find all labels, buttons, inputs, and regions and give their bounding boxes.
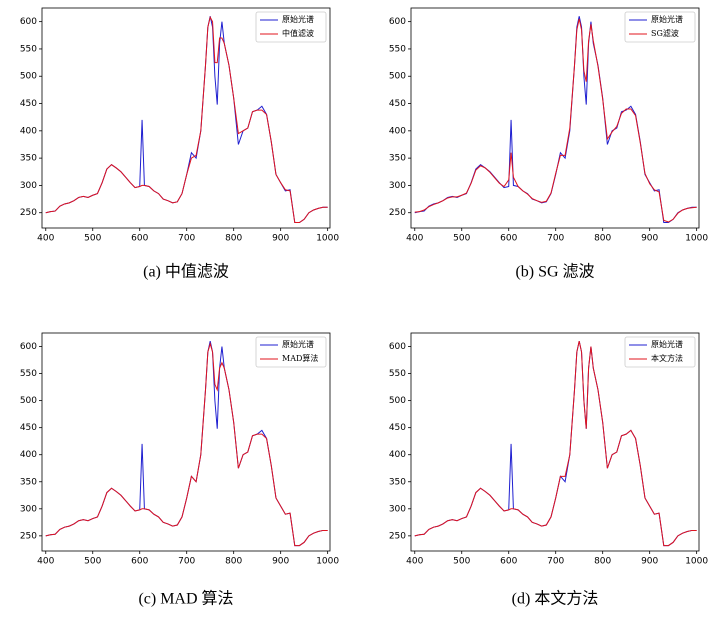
- legend-label: 本文方法: [651, 353, 683, 363]
- x-tick-label: 400: [37, 557, 54, 567]
- x-tick-label: 700: [547, 234, 564, 244]
- y-tick-label: 350: [389, 154, 406, 164]
- legend-label: 中值滤波: [282, 28, 314, 38]
- spectrum-line: [45, 15, 328, 224]
- x-tick-label: 500: [453, 234, 470, 244]
- caption: (d) 本文方法: [512, 590, 599, 608]
- spectrum-line: [414, 16, 697, 224]
- x-tick-label: 600: [131, 557, 148, 567]
- y-tick-label: 350: [389, 477, 406, 487]
- y-tick-label: 300: [20, 504, 37, 514]
- x-tick-label: 900: [641, 557, 658, 567]
- legend-label: 原始光谱: [651, 14, 683, 24]
- y-tick-label: 600: [389, 17, 406, 27]
- axes-frame: [41, 332, 331, 552]
- x-tick-label: 800: [594, 234, 611, 244]
- spectrum-line: [414, 18, 697, 223]
- y-tick-label: 250: [389, 208, 406, 218]
- axes-frame: [410, 332, 700, 552]
- legend-label: 原始光谱: [282, 14, 314, 24]
- x-tick-label: 600: [500, 234, 517, 244]
- caption: (c) MAD 算法: [138, 589, 233, 608]
- y-tick-label: 250: [389, 531, 406, 541]
- x-tick-label: 500: [84, 557, 101, 567]
- subplot: 400 500 600 700 800 900 1000 250 300 350 400 450 500…: [20, 332, 339, 608]
- y-tick-label: 400: [389, 126, 406, 136]
- y-tick-label: 400: [389, 450, 406, 460]
- y-tick-label: 400: [20, 450, 37, 460]
- x-tick-label: 700: [547, 557, 564, 567]
- x-tick-label: 1000: [316, 234, 339, 244]
- x-tick-label: 400: [37, 234, 54, 244]
- y-tick-label: 600: [389, 342, 406, 352]
- subplot: 400 500 600 700 800 900 1000 250 300 350 400 450 500…: [20, 7, 339, 281]
- subplot: 400 500 600 700 800 900 1000 250 300 350 400 450 500…: [389, 7, 708, 281]
- y-tick-label: 550: [389, 44, 406, 54]
- legend-label: MAD算法: [282, 353, 318, 363]
- x-tick-label: 1000: [316, 557, 339, 567]
- y-tick-label: 500: [389, 72, 406, 82]
- y-tick-label: 250: [20, 531, 37, 541]
- x-tick-label: 800: [594, 557, 611, 567]
- y-tick-label: 450: [389, 423, 406, 433]
- y-tick-label: 500: [389, 396, 406, 406]
- x-tick-label: 700: [178, 234, 195, 244]
- x-tick-label: 800: [225, 234, 242, 244]
- x-tick-label: 400: [406, 234, 423, 244]
- y-tick-label: 350: [20, 154, 37, 164]
- axes-frame: [41, 7, 331, 229]
- x-tick-label: 700: [178, 557, 195, 567]
- legend-label: SG滤波: [651, 28, 679, 38]
- y-tick-label: 550: [389, 369, 406, 379]
- subplot: 400 500 600 700 800 900 1000 250 300 350 400 450 500…: [389, 332, 708, 608]
- spectrum-line: [45, 341, 328, 547]
- y-tick-label: 300: [389, 181, 406, 191]
- y-tick-label: 450: [20, 423, 37, 433]
- x-tick-label: 1000: [685, 557, 708, 567]
- caption: (a) 中值滤波: [143, 263, 229, 281]
- legend-label: 原始光谱: [282, 339, 314, 349]
- x-tick-label: 400: [406, 557, 423, 567]
- y-tick-label: 550: [20, 44, 37, 54]
- y-tick-label: 450: [20, 99, 37, 109]
- x-tick-label: 900: [641, 234, 658, 244]
- y-tick-label: 450: [389, 99, 406, 109]
- y-tick-label: 400: [20, 126, 37, 136]
- x-tick-label: 600: [500, 557, 517, 567]
- y-tick-label: 600: [20, 17, 37, 27]
- spectrum-line: [45, 342, 328, 547]
- y-tick-label: 600: [20, 342, 37, 352]
- y-tick-label: 500: [20, 72, 37, 82]
- y-tick-label: 300: [389, 504, 406, 514]
- y-tick-label: 300: [20, 181, 37, 191]
- legend-label: 原始光谱: [651, 339, 683, 349]
- x-tick-label: 500: [84, 234, 101, 244]
- y-tick-label: 250: [20, 208, 37, 218]
- y-tick-label: 500: [20, 396, 37, 406]
- x-tick-label: 800: [225, 557, 242, 567]
- x-tick-label: 900: [272, 557, 289, 567]
- x-tick-label: 500: [453, 557, 470, 567]
- caption: (b) SG 滤波: [515, 263, 594, 281]
- spectrum-line: [414, 341, 697, 547]
- axes-frame: [410, 7, 700, 229]
- spectrum-line: [414, 341, 697, 547]
- y-tick-label: 550: [20, 369, 37, 379]
- spectrum-line: [45, 16, 328, 224]
- x-tick-label: 900: [272, 234, 289, 244]
- x-tick-label: 1000: [685, 234, 708, 244]
- x-tick-label: 600: [131, 234, 148, 244]
- y-tick-label: 350: [20, 477, 37, 487]
